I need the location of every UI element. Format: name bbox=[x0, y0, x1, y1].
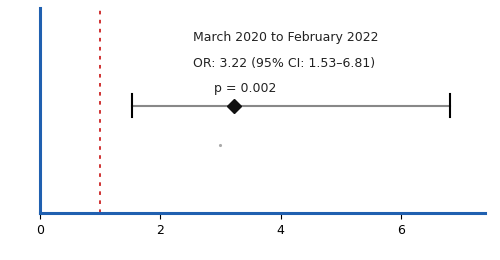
Text: OR: 3.22 (95% CI: 1.53–6.81): OR: 3.22 (95% CI: 1.53–6.81) bbox=[194, 57, 376, 70]
Text: March 2020 to February 2022: March 2020 to February 2022 bbox=[194, 31, 379, 44]
Text: p = 0.002: p = 0.002 bbox=[214, 82, 277, 95]
